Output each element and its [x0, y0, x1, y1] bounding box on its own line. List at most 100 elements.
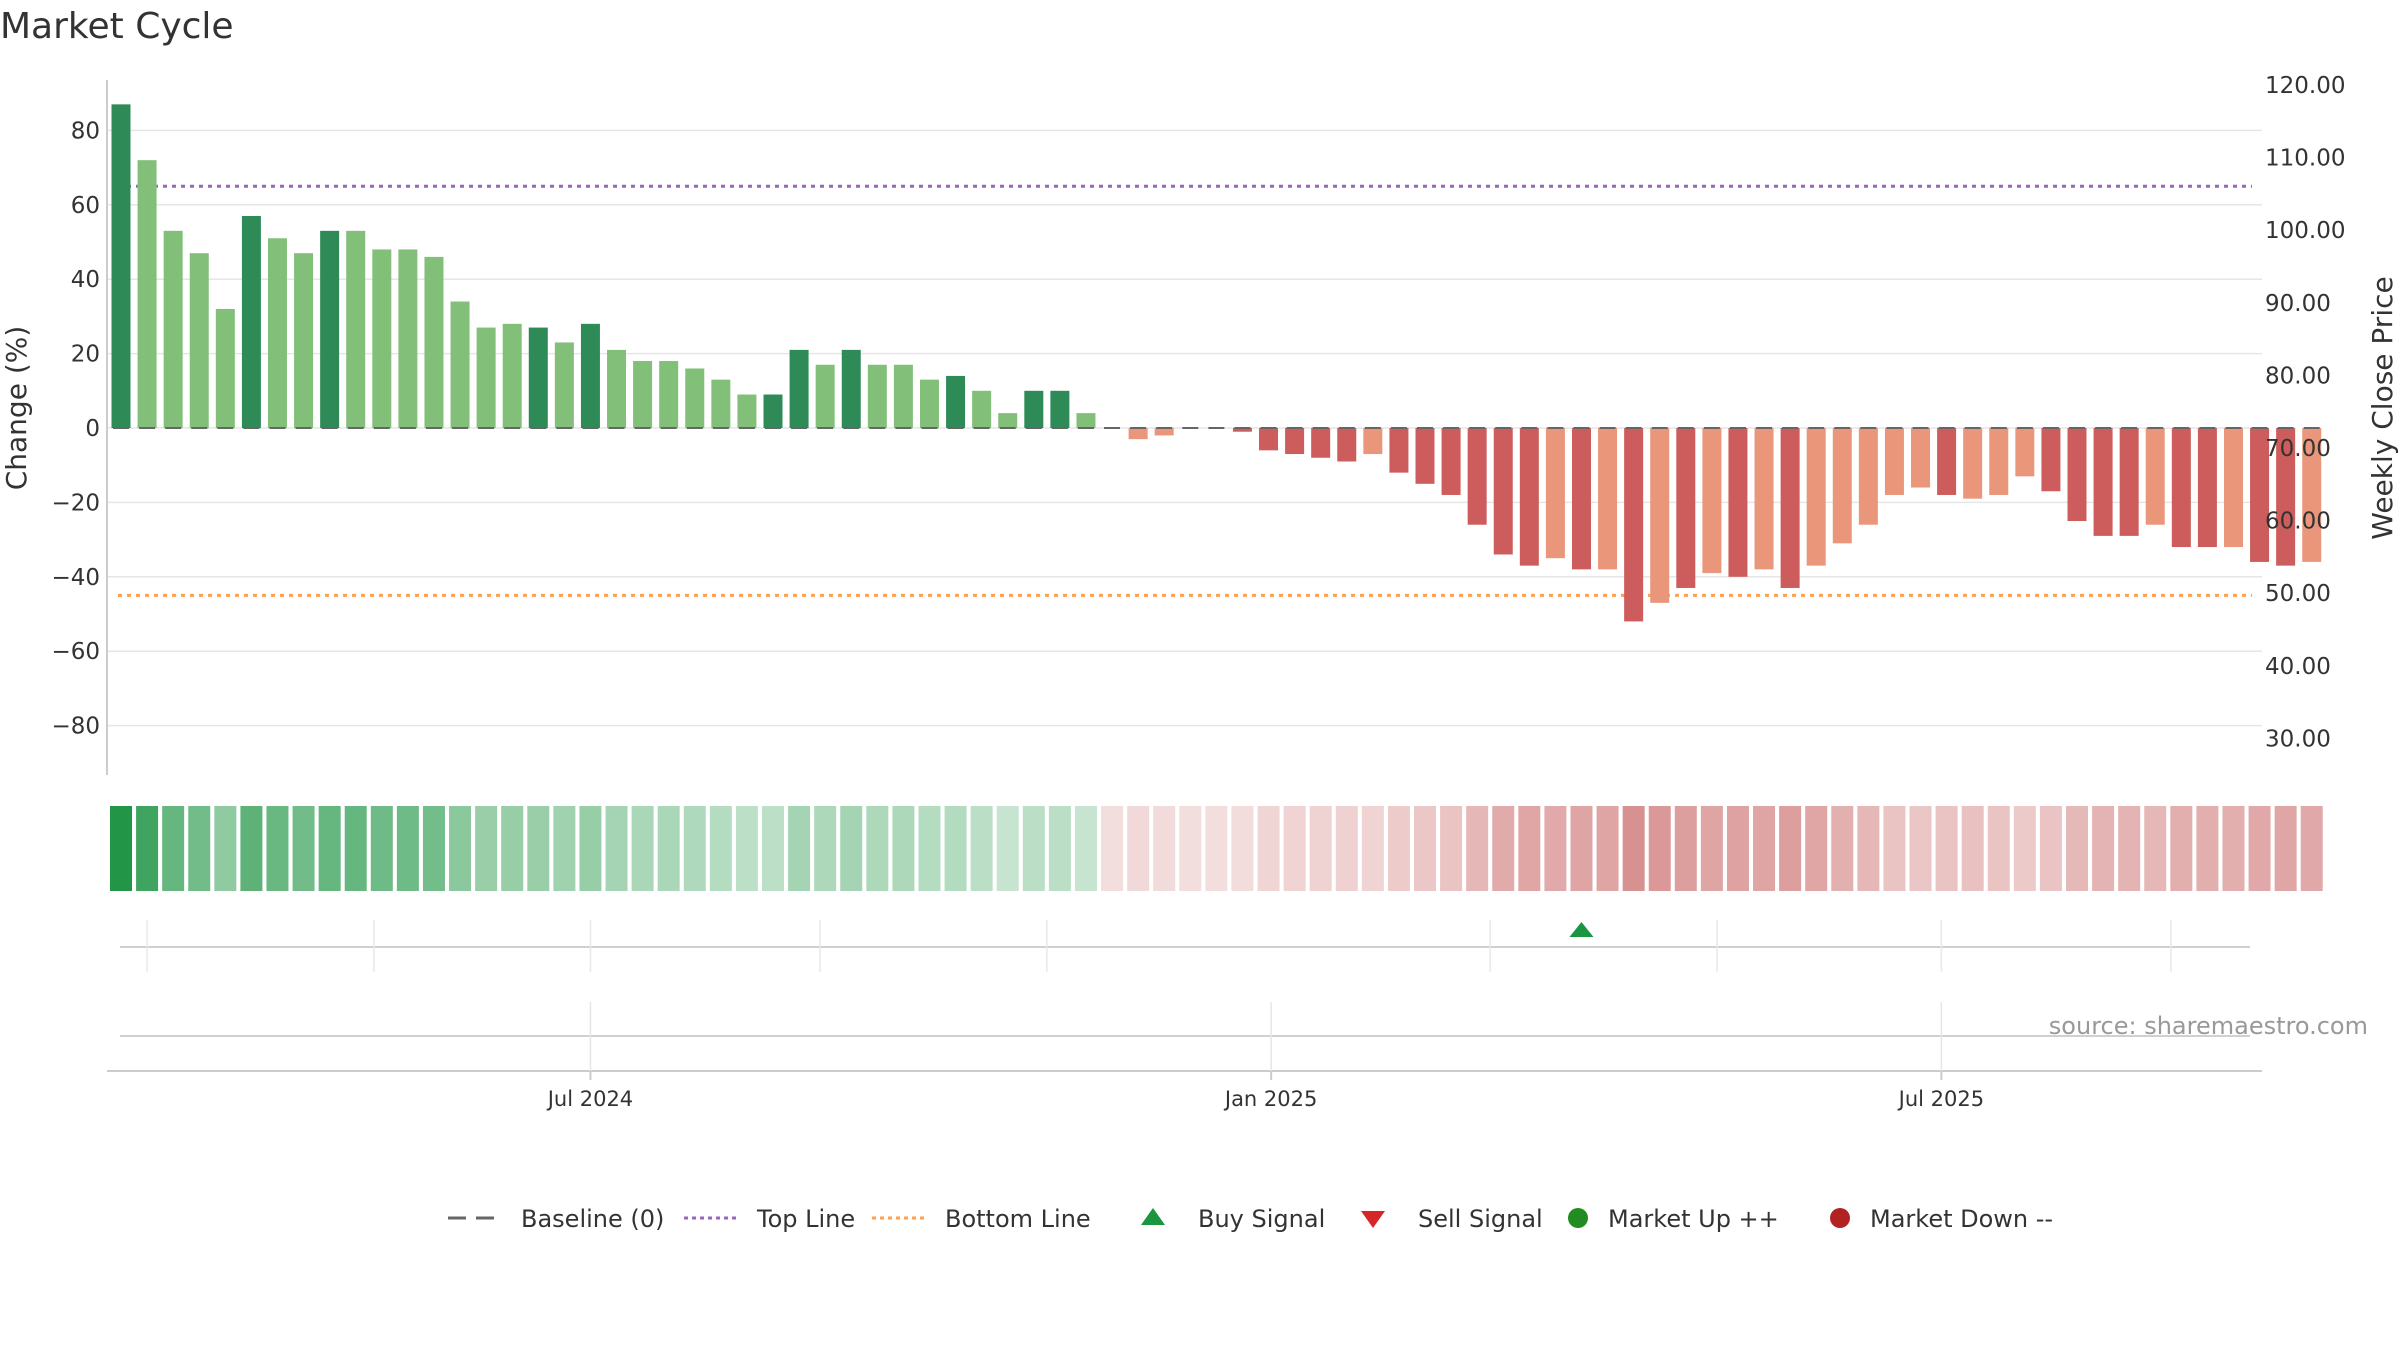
- strength-cell: [1022, 806, 1045, 891]
- strength-cell: [1961, 806, 1984, 891]
- y-right-tick-label: 50.00: [2265, 581, 2331, 607]
- change-bar: [972, 390, 992, 428]
- strength-cell: [840, 806, 863, 891]
- change-bar: [2250, 428, 2270, 562]
- change-bar: [867, 364, 887, 428]
- strength-cell: [449, 806, 472, 891]
- change-bar: [241, 215, 261, 428]
- strength-cell: [683, 806, 706, 891]
- change-bar: [294, 253, 314, 428]
- strength-cell: [709, 806, 732, 891]
- strength-cell: [2300, 806, 2323, 891]
- legend-label: Baseline (0): [521, 1205, 664, 1233]
- change-bar: [1989, 428, 2009, 495]
- strength-cell: [2013, 806, 2036, 891]
- y-right-tick-label: 120.00: [2265, 73, 2345, 99]
- change-bar: [1702, 428, 1722, 574]
- strength-cell: [996, 806, 1019, 891]
- strength-cell: [1570, 806, 1593, 891]
- strength-cell: [1127, 806, 1150, 891]
- change-bar: [2197, 428, 2217, 548]
- strength-cell: [240, 806, 263, 891]
- strength-cell: [631, 806, 654, 891]
- y-left-tick-label: 20: [71, 342, 100, 368]
- strength-cell: [1283, 806, 1306, 891]
- change-bar: [607, 349, 627, 428]
- strength-cell: [970, 806, 993, 891]
- strength-cell: [110, 806, 132, 891]
- change-bar: [554, 342, 574, 428]
- y-right-tick-label: 80.00: [2265, 363, 2331, 389]
- change-bar: [502, 323, 522, 428]
- strength-cell: [918, 806, 941, 891]
- strength-cell: [1596, 806, 1619, 891]
- strength-cell: [527, 806, 550, 891]
- change-bar: [1363, 428, 1383, 455]
- strength-cell: [1153, 806, 1176, 891]
- change-bar: [1624, 428, 1644, 622]
- change-bar: [111, 104, 131, 429]
- change-bar: [1545, 428, 1565, 559]
- strength-cell: [1074, 806, 1097, 891]
- strength-cell: [318, 806, 341, 891]
- strength-cell: [1700, 806, 1723, 891]
- strength-cell: [1909, 806, 1932, 891]
- strength-cell: [788, 806, 811, 891]
- change-bar: [815, 364, 835, 428]
- strength-cell: [1179, 806, 1202, 891]
- change-bar: [2119, 428, 2139, 536]
- y-right-tick-label: 40.00: [2265, 654, 2331, 680]
- change-bar: [1076, 413, 1096, 428]
- strength-cell: [1309, 806, 1332, 891]
- change-bar: [1780, 428, 1800, 588]
- strength-cell: [1387, 806, 1410, 891]
- strength-cell: [2118, 806, 2141, 891]
- y-left-tick-label: −20: [51, 490, 100, 516]
- y-left-tick-label: 80: [71, 118, 100, 144]
- sell-triangle-icon: [1361, 1211, 1385, 1228]
- change-bar: [528, 327, 548, 428]
- strength-cell: [2066, 806, 2088, 891]
- change-bar: [1832, 428, 1852, 544]
- change-bar: [2171, 428, 2191, 548]
- change-bar: [424, 256, 444, 428]
- strength-cell: [475, 806, 498, 891]
- change-bar: [685, 368, 705, 428]
- strength-cell: [1335, 806, 1358, 891]
- change-bar: [1519, 428, 1539, 566]
- change-bar: [2041, 428, 2061, 492]
- strength-cell: [1048, 806, 1071, 891]
- strength-cell: [162, 806, 185, 891]
- y-right-tick-label: 90.00: [2265, 291, 2331, 317]
- strength-cell: [1779, 806, 1802, 891]
- change-bar: [320, 230, 340, 428]
- change-bar: [1754, 428, 1774, 570]
- strength-cell: [1753, 806, 1776, 891]
- change-bar: [1415, 428, 1435, 484]
- legend-item: Baseline (0): [448, 1205, 664, 1233]
- change-bar: [398, 249, 418, 428]
- strength-cell: [1805, 806, 1828, 891]
- strength-cell: [1648, 806, 1671, 891]
- change-bar: [1285, 428, 1305, 455]
- strength-cell: [892, 806, 915, 891]
- change-bar: [2145, 428, 2165, 525]
- change-bar: [346, 230, 366, 428]
- strength-cell: [1987, 806, 2010, 891]
- x-tick-label: Jul 2024: [546, 1087, 633, 1111]
- change-bar: [1858, 428, 1878, 525]
- strength-cell: [735, 806, 758, 891]
- legend-label: Market Up ++: [1608, 1205, 1779, 1233]
- strength-cell: [2196, 806, 2219, 891]
- y-right-axis-label: Weekly Close Price: [2366, 276, 2399, 539]
- strength-cell: [1466, 806, 1489, 891]
- legend-circle-icon: [1830, 1208, 1850, 1228]
- y-left-tick-label: 0: [85, 416, 100, 442]
- x-tick-label: Jul 2025: [1897, 1087, 1984, 1111]
- strength-cell: [2144, 806, 2167, 891]
- strength-cell: [814, 806, 837, 891]
- strength-cell: [188, 806, 211, 891]
- legend-item: Bottom Line: [872, 1205, 1091, 1233]
- y-right-tick-label: 60.00: [2265, 509, 2331, 535]
- buy-signal-marker: [1569, 922, 1594, 937]
